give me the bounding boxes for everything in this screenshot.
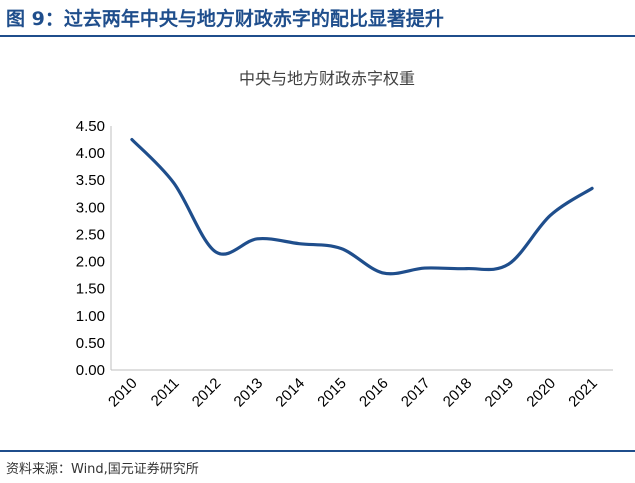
- x-tick-label: 2013: [231, 375, 267, 411]
- y-tick-label: 4.50: [76, 118, 105, 135]
- title-rule: [0, 35, 635, 37]
- y-tick-label: 2.00: [76, 254, 105, 271]
- x-tick-label: 2017: [398, 375, 434, 411]
- y-tick-label: 2.50: [76, 226, 105, 243]
- source-note: 资料来源：Wind,国元证券研究所: [6, 462, 199, 477]
- x-tick-label: 2020: [523, 375, 559, 411]
- x-tick-label: 2019: [482, 375, 518, 411]
- y-tick-label: 1.50: [76, 281, 105, 298]
- y-tick-label: 4.00: [76, 145, 105, 162]
- x-tick-label: 2014: [272, 375, 308, 411]
- figure-title: 图 9：过去两年中央与地方财政赤字的配比显著提升: [6, 8, 444, 30]
- x-tick-labels: 2010 2011 2012 2013 2014 2015 2016 2017 2018 2019…: [105, 375, 601, 411]
- series-group: [130, 137, 594, 276]
- y-tick-label: 3.50: [76, 172, 105, 189]
- y-tick-label: 0.00: [76, 362, 105, 379]
- source-rule: [0, 450, 635, 452]
- series-line: [130, 137, 594, 276]
- y-tick-labels: 0.00 0.50 1.00 1.50 2.00 2.50 3.00 3.50 4.00 4.50: [76, 118, 105, 379]
- x-tick-label: 2012: [189, 375, 225, 411]
- y-tick-label: 0.50: [76, 335, 105, 352]
- x-tick-label: 2016: [356, 375, 392, 411]
- x-tick-label: 2015: [314, 375, 350, 411]
- y-tick-label: 1.00: [76, 308, 105, 325]
- y-tick-label: 3.00: [76, 199, 105, 216]
- chart-title: 中央与地方财政赤字权重: [239, 69, 415, 88]
- x-tick-label: 2011: [148, 375, 183, 410]
- x-tick-label: 2021: [565, 375, 601, 411]
- x-tick-label: 2010: [105, 375, 141, 411]
- x-tick-label: 2018: [440, 375, 476, 411]
